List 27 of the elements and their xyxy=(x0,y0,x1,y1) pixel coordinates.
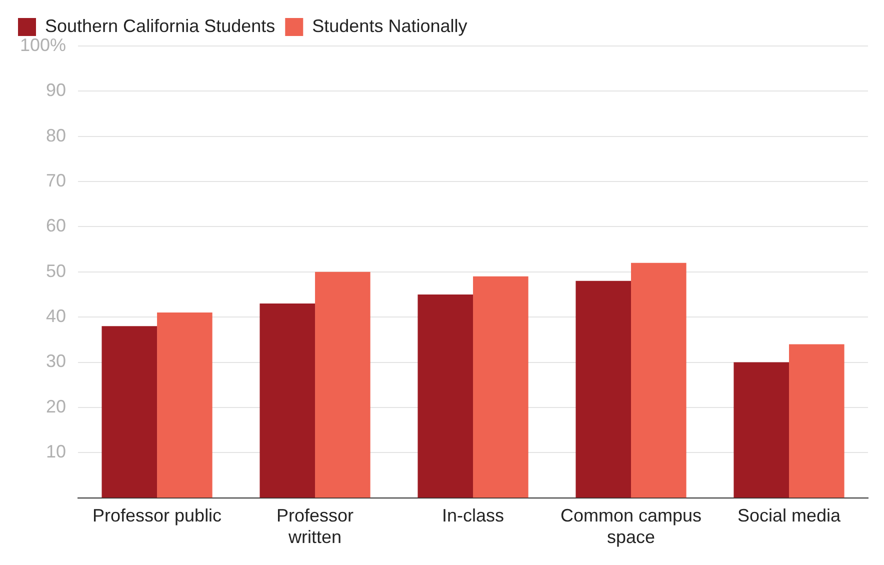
legend-label: Students Nationally xyxy=(312,16,468,36)
bar xyxy=(631,262,686,498)
y-tick-label: 60 xyxy=(46,216,66,236)
y-tick-label: 30 xyxy=(46,351,66,372)
bar xyxy=(734,362,790,498)
x-tick-label: Social media xyxy=(737,506,842,526)
x-tick-label: In-class xyxy=(442,506,504,526)
y-tick-label: 20 xyxy=(46,396,66,416)
bar xyxy=(260,304,316,498)
y-tick-label: 70 xyxy=(46,170,66,191)
bar xyxy=(473,276,528,498)
x-tick-label: Professor written xyxy=(276,506,354,548)
x-tick-label: Professor public xyxy=(92,506,222,526)
bar xyxy=(418,294,474,498)
bar xyxy=(102,326,158,498)
bar xyxy=(576,280,632,498)
legend-label: Southern California Students xyxy=(45,16,276,36)
bar xyxy=(315,272,370,498)
bar xyxy=(157,312,212,498)
y-tick-label: 100% xyxy=(20,34,66,55)
y-tick-label: 90 xyxy=(46,80,66,100)
bar xyxy=(789,344,844,498)
y-tick-label: 50 xyxy=(46,260,66,281)
y-tick-label: 10 xyxy=(46,442,66,462)
y-tick-label: 40 xyxy=(46,306,66,326)
y-tick-label: 80 xyxy=(46,125,66,146)
x-tick-label: Common campus space xyxy=(560,506,702,548)
